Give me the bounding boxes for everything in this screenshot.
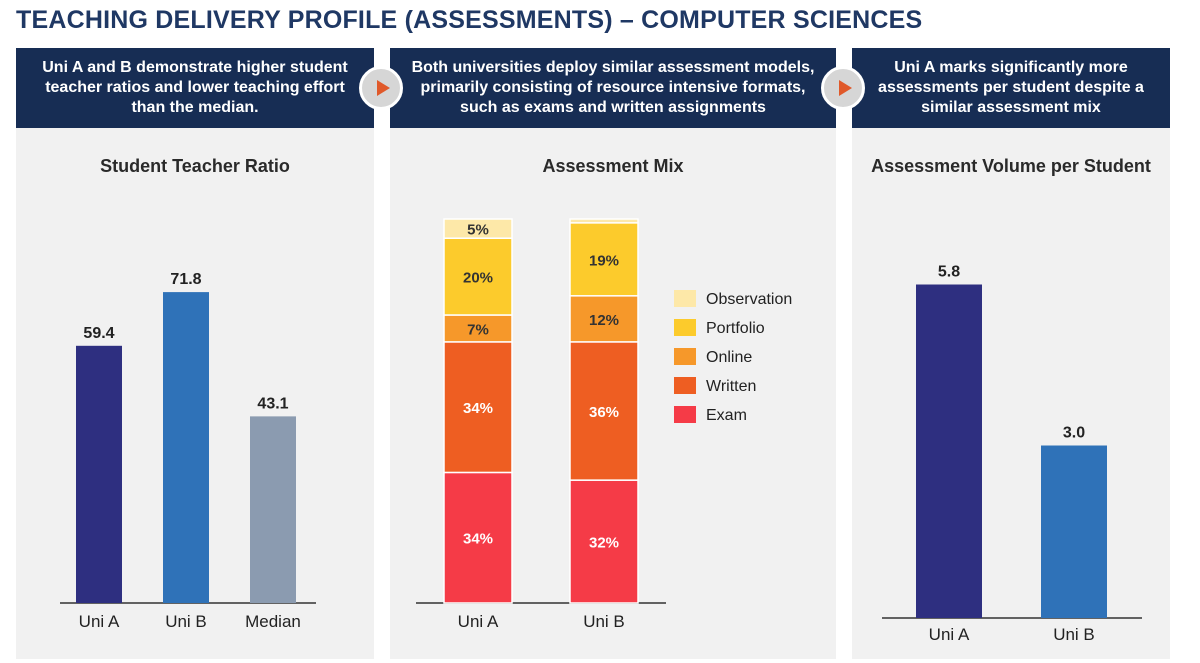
- stack-segment: [569, 341, 639, 481]
- stack-segment: [443, 218, 513, 239]
- data-label: 19%: [589, 252, 619, 269]
- assessment-mix-chart: 34% 34% 7% 20% 5% Uni A 32% 36% 12% 19% Uni B Obser…: [416, 218, 792, 631]
- bar: [1041, 445, 1107, 618]
- legend-swatch: [674, 319, 696, 336]
- panel-student-teacher-ratio: Uni A and B demonstrate higher student t…: [16, 48, 374, 659]
- bar: [250, 416, 296, 603]
- page-title: TEACHING DELIVERY PROFILE (ASSESSMENTS) …: [16, 6, 923, 34]
- data-label: 5%: [467, 222, 489, 239]
- stack-segment: [443, 341, 513, 474]
- stack-segment: [443, 237, 513, 316]
- x-tick-label: Median: [245, 612, 301, 631]
- panel-header: Both universities deploy similar assessm…: [390, 48, 836, 128]
- legend-swatch: [674, 348, 696, 365]
- data-label: 34%: [463, 400, 493, 417]
- legend-label: Exam: [706, 407, 747, 424]
- legend-swatch: [674, 377, 696, 394]
- x-tick-label: Uni B: [1053, 625, 1095, 644]
- play-arrow-icon: [838, 80, 852, 96]
- legend-label: Online: [706, 349, 752, 366]
- bar: [163, 292, 209, 603]
- x-tick-label: Uni B: [583, 612, 625, 631]
- legend-swatch: [674, 290, 696, 307]
- data-label: 12%: [589, 312, 619, 329]
- bar: [76, 345, 122, 603]
- panel-assessment-mix: Both universities deploy similar assessm…: [390, 48, 836, 659]
- stack-segment: [569, 222, 639, 297]
- stack-segment: [569, 295, 639, 343]
- panel-assessment-volume: Uni A marks significantly more assessmen…: [852, 48, 1170, 659]
- x-tick-label: Uni B: [165, 612, 207, 631]
- legend-label: Observation: [706, 291, 792, 308]
- data-label: 43.1: [257, 395, 288, 412]
- data-label: 20%: [463, 270, 493, 287]
- data-label: 71.8: [170, 271, 201, 288]
- legend-label: Portfolio: [706, 320, 765, 337]
- stack-segment: [569, 479, 639, 604]
- stack-segment: [443, 314, 513, 343]
- stack-segment: [443, 471, 513, 604]
- panel-header: Uni A marks significantly more assessmen…: [852, 48, 1170, 128]
- assessment-volume-chart: 5.8 Uni A 3.0 Uni B: [882, 264, 1142, 644]
- x-tick-label: Uni A: [79, 612, 120, 631]
- arrow-connector: [821, 66, 865, 110]
- student-teacher-ratio-chart: 59.4 Uni A 71.8 Uni B 43.1 Median: [60, 271, 316, 631]
- data-label: 3.0: [1063, 425, 1085, 442]
- legend-swatch: [674, 406, 696, 423]
- data-label: 36%: [589, 404, 619, 421]
- data-label: 7%: [467, 321, 489, 338]
- data-label: 32%: [589, 535, 619, 552]
- chart-title: Assessment Volume per Student: [871, 156, 1151, 176]
- bar: [916, 284, 982, 618]
- stack-segment: [569, 218, 639, 224]
- data-label: 59.4: [83, 325, 114, 342]
- play-arrow-icon: [376, 80, 390, 96]
- panel-header: Uni A and B demonstrate higher student t…: [16, 48, 374, 128]
- chart-title: Student Teacher Ratio: [100, 156, 290, 176]
- arrow-connector: [359, 66, 403, 110]
- data-label: 34%: [463, 531, 493, 548]
- legend-label: Written: [706, 378, 756, 395]
- data-label: 5.8: [938, 264, 960, 281]
- x-tick-label: Uni A: [458, 612, 499, 631]
- chart-title: Assessment Mix: [542, 156, 684, 176]
- x-tick-label: Uni A: [929, 625, 970, 644]
